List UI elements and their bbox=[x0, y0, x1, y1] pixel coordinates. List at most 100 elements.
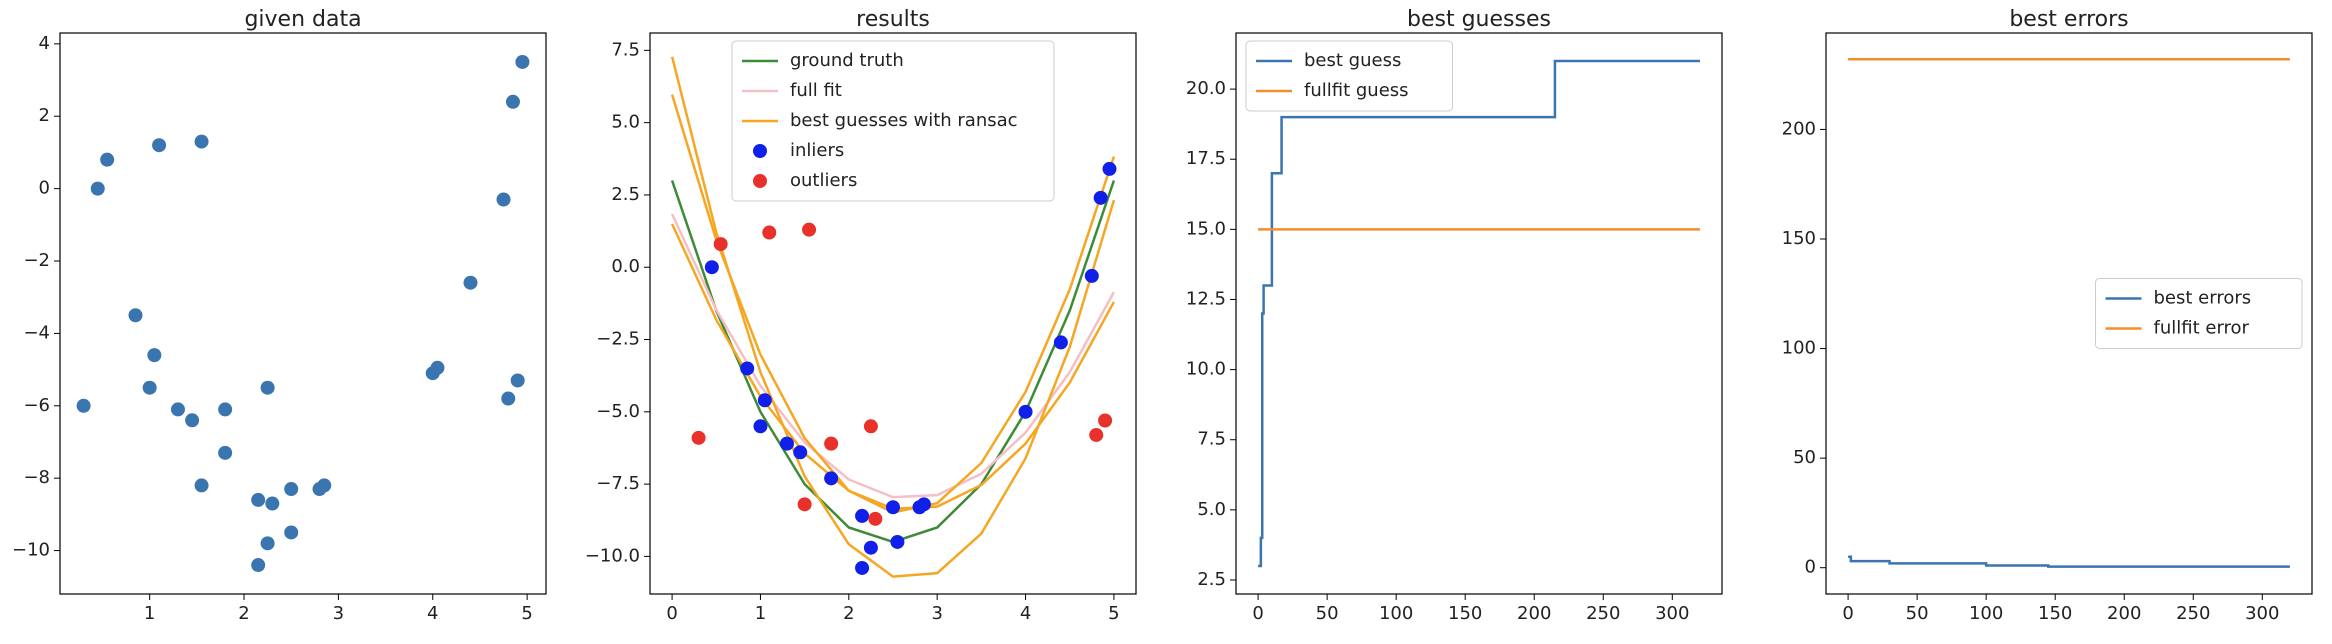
y-tick-label: −6 bbox=[23, 395, 50, 416]
point bbox=[251, 558, 266, 573]
point bbox=[501, 391, 516, 406]
point bbox=[868, 511, 883, 526]
line bbox=[670, 180, 1116, 544]
plot-area bbox=[1258, 59, 1700, 568]
point bbox=[317, 478, 332, 493]
plot-area bbox=[1848, 58, 2290, 568]
x-tick-label: 4 bbox=[1020, 603, 1031, 624]
point bbox=[515, 54, 530, 69]
legend-label: best guess bbox=[1304, 50, 1401, 71]
x-tick-label: 50 bbox=[1906, 603, 1929, 624]
x-tick-label: 0 bbox=[1842, 603, 1853, 624]
y-tick-label: 10.0 bbox=[1186, 359, 1226, 380]
y-tick-label: −10.0 bbox=[585, 545, 640, 566]
x-tick-label: 2 bbox=[238, 603, 249, 624]
plot-area bbox=[670, 56, 1117, 578]
point bbox=[251, 492, 266, 507]
point bbox=[824, 436, 839, 451]
legend-label: best guesses with ransac bbox=[790, 110, 1018, 131]
y-tick-label: 7.5 bbox=[1197, 429, 1226, 450]
point bbox=[152, 138, 167, 153]
x-tick-label: 250 bbox=[1586, 603, 1620, 624]
y-tick-label: 100 bbox=[1782, 338, 1816, 359]
y-tick-label: 0 bbox=[39, 178, 50, 199]
point bbox=[863, 419, 878, 434]
point bbox=[505, 94, 520, 109]
point bbox=[762, 225, 777, 240]
y-tick-label: 20.0 bbox=[1186, 78, 1226, 99]
x-tick-label: 1 bbox=[144, 603, 155, 624]
point bbox=[802, 222, 817, 237]
y-tick-label: 200 bbox=[1782, 118, 1816, 139]
point bbox=[510, 373, 525, 388]
legend-box bbox=[731, 40, 1055, 202]
x-tick-label: 2 bbox=[843, 603, 854, 624]
point bbox=[194, 134, 209, 149]
legend: best errors fullfit error bbox=[2095, 278, 2303, 349]
point bbox=[265, 496, 280, 511]
point bbox=[1053, 335, 1068, 350]
point bbox=[824, 471, 839, 486]
y-tick-label: 12.5 bbox=[1186, 288, 1226, 309]
legend-label: ground truth bbox=[790, 50, 904, 71]
point bbox=[1093, 190, 1108, 205]
x-tick-label: 5 bbox=[521, 603, 532, 624]
line bbox=[1258, 59, 1700, 568]
point bbox=[260, 536, 275, 551]
legend-label: best errors bbox=[2154, 288, 2252, 309]
point bbox=[260, 380, 275, 395]
point bbox=[90, 181, 105, 196]
point bbox=[194, 478, 209, 493]
y-tick-label: −2.5 bbox=[596, 329, 640, 350]
y-tick-label: 150 bbox=[1782, 228, 1816, 249]
point bbox=[430, 360, 445, 375]
y-tick-label: −4 bbox=[23, 322, 50, 343]
point bbox=[863, 540, 878, 555]
point bbox=[797, 497, 812, 512]
legend-marker bbox=[753, 174, 767, 188]
x-tick-label: 4 bbox=[427, 603, 438, 624]
x-tick-label: 300 bbox=[2245, 603, 2279, 624]
x-tick-label: 0 bbox=[1252, 603, 1263, 624]
point bbox=[76, 398, 91, 413]
x-tick-label: 5 bbox=[1108, 603, 1119, 624]
x-tick-label: 3 bbox=[931, 603, 942, 624]
y-tick-label: −2 bbox=[23, 250, 50, 271]
point bbox=[691, 430, 706, 445]
point bbox=[218, 445, 233, 460]
legend-box bbox=[1245, 40, 1453, 112]
legend: best guess fullfit guess bbox=[1245, 40, 1453, 112]
point bbox=[1084, 268, 1099, 283]
y-tick-label: −10 bbox=[12, 540, 50, 561]
point bbox=[1098, 413, 1113, 428]
plot-area bbox=[76, 54, 530, 573]
y-tick-label: 17.5 bbox=[1186, 148, 1226, 169]
x-tick-label: 3 bbox=[333, 603, 344, 624]
subplot: given data 1 2 3 4 5 −10 −8 −6 −4 −2 0 2 4 bbox=[12, 7, 547, 624]
legend-label: outliers bbox=[790, 170, 857, 191]
point bbox=[142, 380, 157, 395]
axes-frame bbox=[1235, 32, 1723, 595]
y-tick-label: 4 bbox=[39, 33, 50, 54]
legend-label: fullfit guess bbox=[1304, 80, 1409, 101]
point bbox=[170, 402, 185, 417]
point bbox=[218, 402, 233, 417]
subplot: results 0 1 2 3 4 5 −10.0 −7.5 −5.0 −2.5 0.0 2.5 5.0 7… bbox=[585, 7, 1137, 624]
x-tick-label: 150 bbox=[2038, 603, 2072, 624]
point bbox=[704, 260, 719, 275]
x-tick-label: 200 bbox=[2107, 603, 2141, 624]
line bbox=[670, 223, 1116, 510]
x-tick-label: 150 bbox=[1448, 603, 1482, 624]
y-tick-label: 0 bbox=[1805, 557, 1816, 578]
point bbox=[284, 482, 299, 497]
x-tick-label: 100 bbox=[1379, 603, 1413, 624]
point bbox=[886, 500, 900, 515]
point bbox=[855, 508, 870, 523]
legend-label: full fit bbox=[790, 80, 842, 101]
x-tick-label: 100 bbox=[1969, 603, 2003, 624]
legend-label: inliers bbox=[790, 140, 844, 161]
y-tick-label: 5.0 bbox=[1197, 499, 1226, 520]
y-tick-label: −7.5 bbox=[596, 473, 640, 494]
